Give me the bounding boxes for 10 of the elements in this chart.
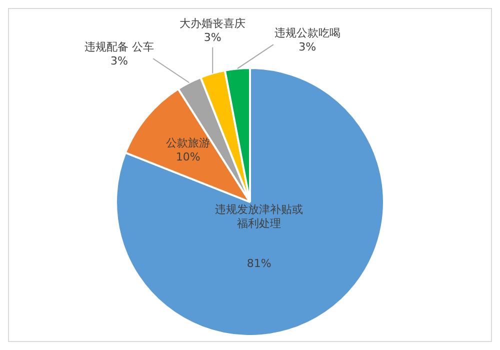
- data-label: 3%: [298, 40, 316, 54]
- data-label: 3%: [110, 54, 128, 68]
- data-label: 81%: [246, 257, 272, 270]
- slice-label: 违规发放津补贴或福利处理: [215, 203, 304, 230]
- slice-label: 违规公款吃喝: [274, 26, 340, 40]
- data-label: 10%: [176, 150, 200, 164]
- data-label: 3%: [204, 31, 222, 44]
- slice-label: 公款旅游: [166, 136, 210, 150]
- slice-label: 违规配备 公车: [84, 40, 154, 54]
- slice-label: 大办婚丧喜庆: [180, 17, 246, 30]
